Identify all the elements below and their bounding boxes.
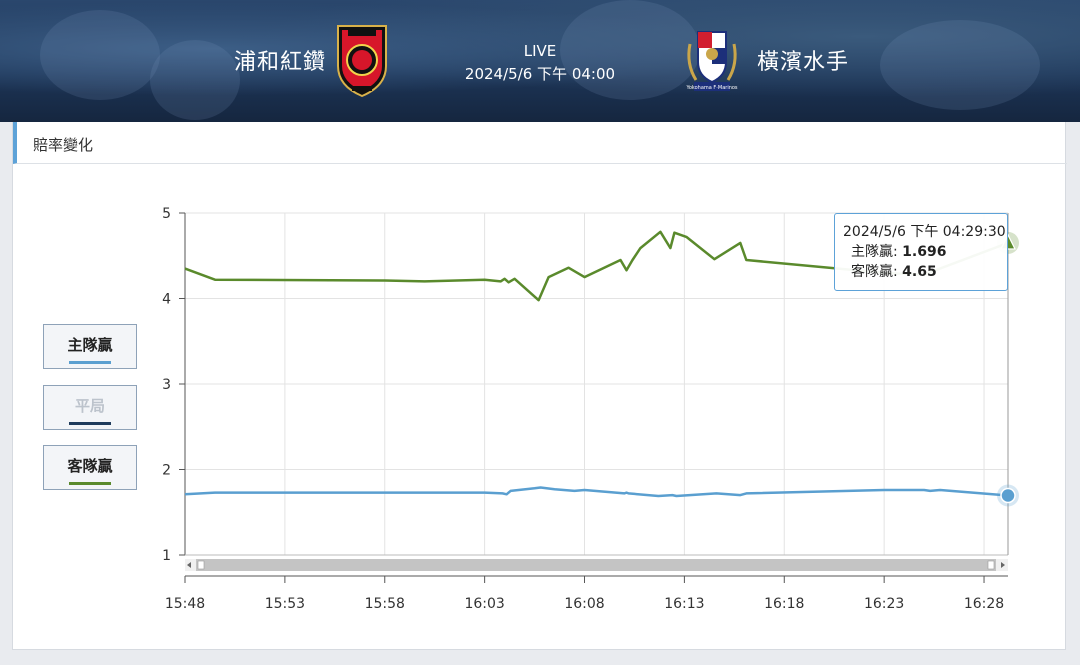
crowd-decoration <box>560 0 700 100</box>
yokohama-f-marinos-crest-icon: Yokohama F·Marinos <box>685 31 738 91</box>
tooltip-away-value: 4.65 <box>902 264 937 280</box>
tooltip-away-label: 客隊贏: <box>851 264 898 280</box>
x-axis: 15:48 15:53 15:58 16:03 16:08 16:13 16:18 16:23… <box>165 554 1008 612</box>
match-datetime: 2024/5/6 下午 04:00 <box>464 65 616 83</box>
y-tick-label: 5 <box>162 206 171 222</box>
tooltip-away-row: 客隊贏: 4.65 <box>843 262 1007 282</box>
y-tick-label: 1 <box>162 548 171 564</box>
x-tick-label: 16:13 <box>664 596 704 612</box>
series-line-home-win <box>184 486 1009 498</box>
scrollbar-handle-right[interactable] <box>987 560 995 570</box>
tooltip-home-row: 主隊贏: 1.696 <box>843 242 1007 262</box>
crowd-decoration <box>880 20 1040 110</box>
match-status: LIVE <box>523 42 557 60</box>
crowd-decoration <box>150 40 240 120</box>
legend-label: 客隊贏 <box>67 457 113 475</box>
away-team-name: 橫濱水手 <box>757 50 850 75</box>
chart-scrollbar-thumb[interactable] <box>196 559 996 571</box>
x-tick-label: 16:28 <box>964 596 1004 612</box>
x-tick-label: 15:58 <box>365 596 405 612</box>
x-tick-label: 16:18 <box>764 596 804 612</box>
x-tick-label: 15:48 <box>165 596 205 612</box>
legend-home-win-button[interactable]: 主隊贏 <box>43 324 137 369</box>
scroll-right-arrow-icon[interactable] <box>1001 562 1005 568</box>
chart-series <box>184 230 1009 498</box>
scrollbar-handle-left[interactable] <box>197 560 205 570</box>
x-tick-label: 15:53 <box>265 596 305 612</box>
legend-draw-button[interactable]: 平局 <box>43 385 137 430</box>
away-logo-text: Yokohama F·Marinos <box>685 85 737 91</box>
match-banner: 浦和紅鑽 LIVE 2024/5/6 下午 04:00 Yokohama F·M… <box>0 0 1080 122</box>
x-tick-label: 16:03 <box>464 596 504 612</box>
legend-swatch <box>69 361 111 364</box>
tooltip-time: 2024/5/6 下午 04:29:30 <box>843 224 1006 240</box>
panel-header: 賠率變化 <box>13 122 1067 164</box>
urawa-reds-crest-icon <box>337 25 387 98</box>
y-tick-label: 4 <box>162 292 171 308</box>
legend-away-win-button[interactable]: 客隊贏 <box>43 445 137 490</box>
legend-label: 平局 <box>74 397 105 415</box>
tooltip-home-value: 1.696 <box>902 244 947 260</box>
x-tick-label: 16:08 <box>564 596 604 612</box>
home-team-name: 浦和紅鑽 <box>234 50 327 75</box>
legend-swatch <box>69 482 111 485</box>
y-tick-label: 2 <box>162 463 171 479</box>
y-axis: 1 2 3 4 5 <box>162 206 186 564</box>
tooltip-home-label: 主隊贏: <box>851 244 898 260</box>
x-tick-label: 16:23 <box>864 596 904 612</box>
scroll-left-arrow-icon[interactable] <box>187 562 191 568</box>
legend-swatch <box>69 422 111 425</box>
match-center-info: LIVE 2024/5/6 下午 04:00 <box>440 42 640 84</box>
legend-label: 主隊贏 <box>67 336 113 354</box>
chart-tooltip: 2024/5/6 下午 04:29:30 主隊贏: 1.696 客隊贏: 4.6… <box>834 213 1008 291</box>
panel-title: 賠率變化 <box>33 136 94 154</box>
y-tick-label: 3 <box>162 377 171 393</box>
crowd-decoration <box>40 10 160 100</box>
home-marker <box>1000 487 1016 504</box>
series-line-away-win <box>184 230 1009 302</box>
